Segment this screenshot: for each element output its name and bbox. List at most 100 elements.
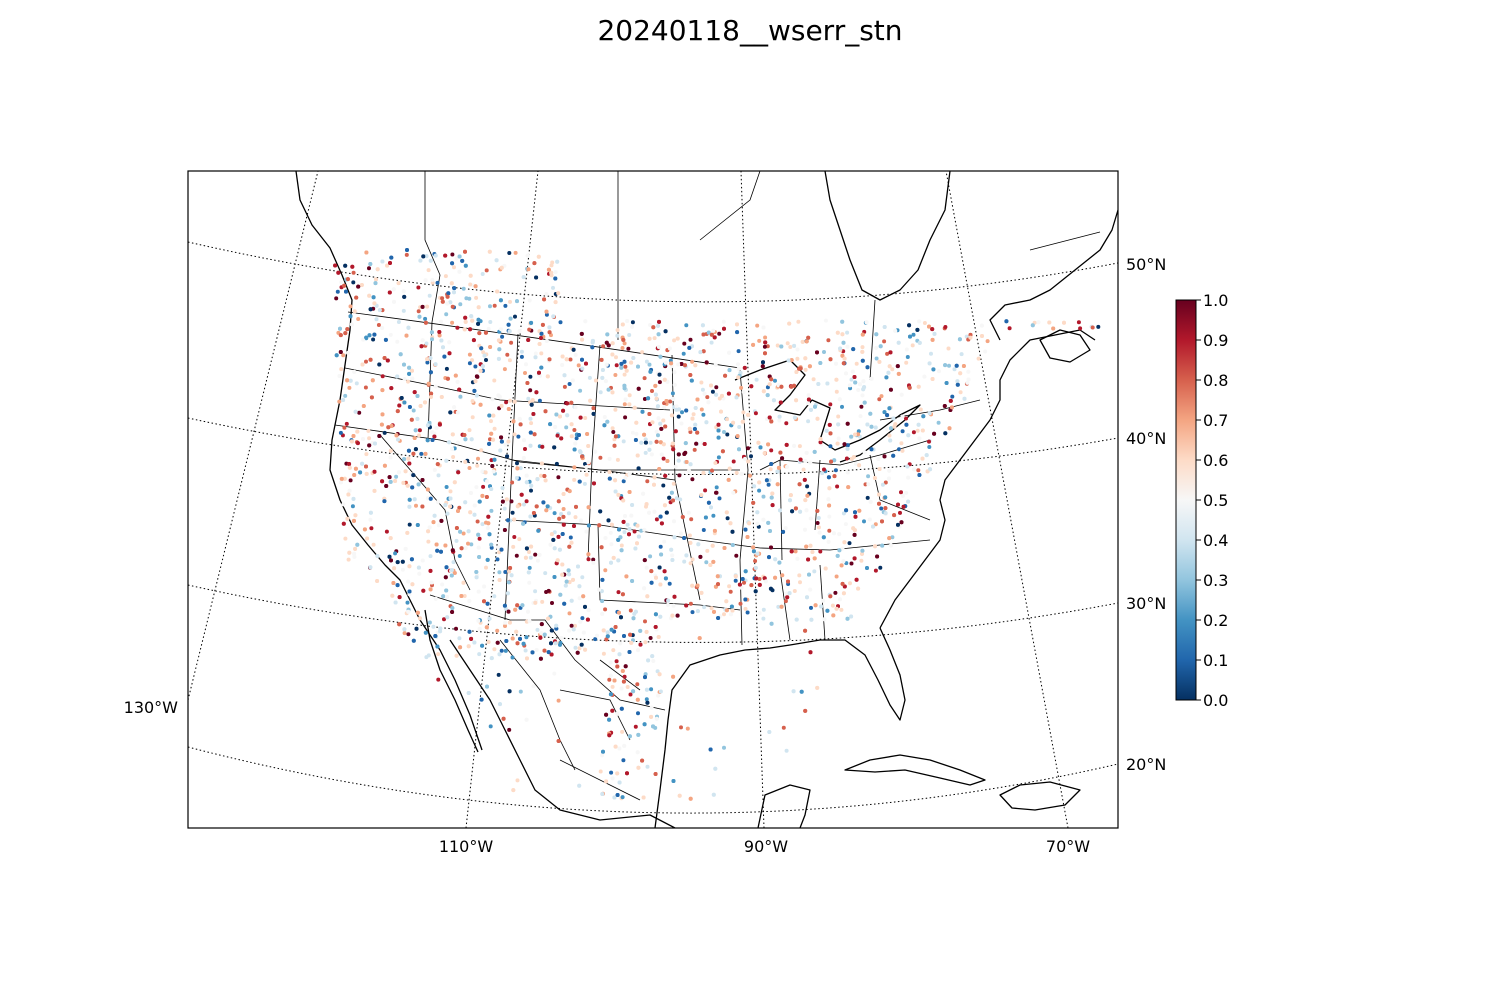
station-point	[426, 539, 431, 544]
station-point	[758, 445, 763, 450]
station-point	[387, 475, 392, 480]
station-point	[485, 526, 490, 530]
station-point	[780, 456, 785, 461]
station-point	[614, 355, 618, 360]
station-point	[832, 531, 836, 536]
station-point	[400, 559, 405, 564]
station-point	[468, 510, 473, 515]
station-point	[763, 340, 768, 345]
station-point	[865, 566, 869, 570]
station-point	[504, 400, 509, 405]
station-point	[527, 327, 532, 332]
station-point	[559, 436, 564, 441]
station-point	[499, 648, 504, 653]
station-point	[512, 535, 517, 539]
station-point	[889, 543, 893, 548]
station-point	[518, 422, 523, 427]
station-point	[864, 320, 869, 325]
station-point	[467, 599, 472, 603]
station-point	[556, 291, 561, 296]
station-point	[539, 622, 544, 627]
station-point	[463, 500, 468, 505]
station-point	[529, 320, 534, 325]
station-point	[751, 549, 756, 554]
station-point	[676, 458, 681, 463]
station-point	[647, 447, 652, 452]
station-point	[737, 582, 742, 587]
station-point	[801, 467, 806, 472]
station-point	[756, 524, 761, 529]
station-point	[372, 469, 377, 474]
station-point	[566, 568, 571, 573]
station-point	[917, 340, 922, 345]
station-point	[402, 627, 407, 632]
station-point	[552, 445, 557, 450]
station-point	[448, 300, 453, 305]
border-line-14	[779, 569, 791, 641]
station-point	[396, 320, 401, 324]
station-point	[521, 456, 526, 460]
station-point	[697, 636, 702, 641]
station-point	[414, 503, 418, 508]
station-point	[400, 567, 405, 572]
station-point	[581, 630, 586, 635]
station-point	[423, 400, 427, 405]
station-point	[787, 321, 792, 326]
station-point	[680, 410, 684, 415]
station-point	[656, 635, 661, 639]
parallel-20n	[188, 746, 1118, 814]
station-point	[437, 333, 442, 338]
station-point	[543, 571, 548, 576]
station-point	[796, 319, 801, 324]
station-point	[692, 427, 697, 431]
station-point	[403, 546, 408, 551]
station-point	[364, 250, 369, 255]
station-point	[474, 295, 479, 300]
station-point	[860, 548, 865, 553]
station-point	[826, 338, 831, 343]
station-point	[467, 352, 472, 357]
station-point	[632, 529, 637, 534]
station-point	[688, 462, 693, 467]
station-point	[798, 580, 802, 585]
parallel-50n	[188, 241, 1118, 303]
station-point	[539, 336, 543, 340]
station-point	[786, 358, 791, 363]
station-point	[844, 508, 849, 513]
station-point	[917, 436, 922, 441]
station-point	[512, 399, 517, 404]
station-point	[502, 506, 507, 511]
station-point	[644, 502, 649, 507]
border-line-17	[814, 459, 821, 531]
station-point	[930, 327, 935, 332]
station-point	[840, 581, 845, 586]
station-point	[495, 557, 500, 562]
station-point	[688, 540, 693, 545]
station-point	[586, 505, 591, 510]
station-point	[613, 407, 618, 412]
station-point	[828, 594, 833, 599]
station-point	[827, 422, 832, 427]
station-point	[922, 374, 927, 379]
station-point	[687, 533, 692, 538]
station-point	[405, 600, 410, 605]
station-point	[500, 334, 505, 339]
station-point	[386, 425, 391, 430]
station-point	[648, 554, 653, 559]
station-point	[406, 609, 411, 614]
station-point	[368, 510, 373, 515]
station-point	[722, 430, 726, 434]
station-point	[352, 518, 356, 523]
station-point	[527, 550, 531, 554]
station-point	[722, 546, 727, 550]
station-point	[467, 466, 472, 470]
station-point	[387, 554, 392, 559]
station-point	[636, 732, 641, 737]
station-point	[533, 351, 538, 356]
station-point	[887, 433, 892, 438]
station-point	[430, 337, 434, 342]
station-point	[492, 378, 497, 383]
station-point	[743, 456, 747, 461]
station-point	[406, 632, 411, 637]
station-point	[621, 679, 626, 684]
